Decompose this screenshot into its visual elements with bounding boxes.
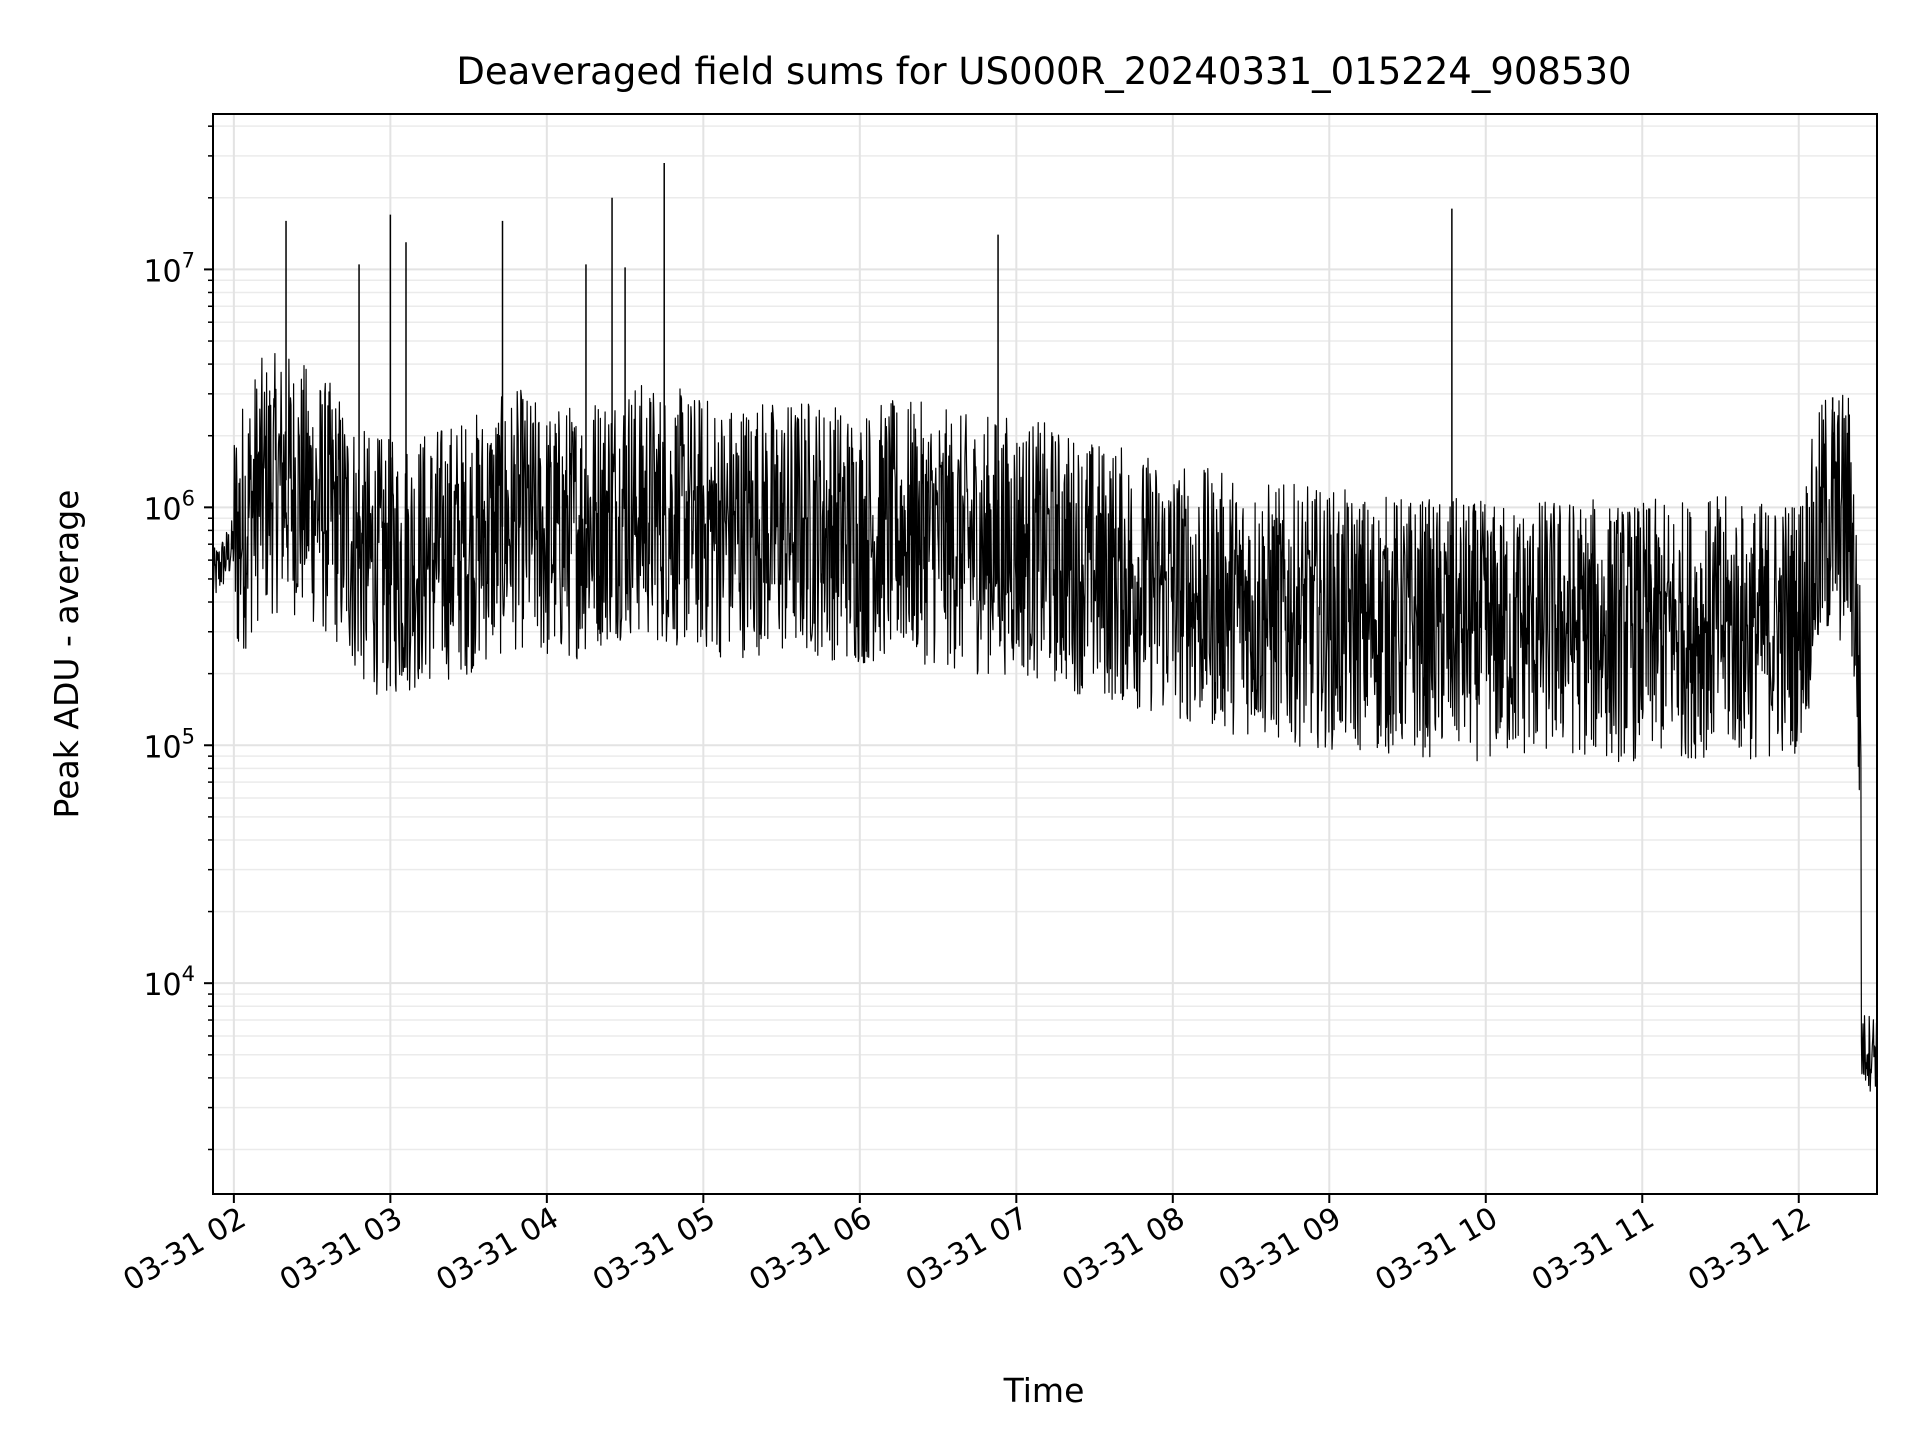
plot-frame bbox=[212, 113, 1878, 1195]
y-tick-base: 10 bbox=[143, 730, 181, 765]
y-tick-label: 105 bbox=[143, 724, 195, 765]
y-tick-exponent: 6 bbox=[182, 486, 195, 510]
y-tick-label: 107 bbox=[143, 248, 195, 289]
y-tick-base: 10 bbox=[143, 492, 181, 527]
series-line bbox=[212, 353, 1878, 1092]
y-tick-base: 10 bbox=[143, 254, 181, 289]
y-tick-exponent: 5 bbox=[182, 724, 195, 748]
y-axis-title: Peak ADU - average bbox=[47, 490, 86, 819]
y-tick-base: 10 bbox=[143, 968, 181, 1003]
chart-title: Deaveraged field sums for US000R_2024033… bbox=[456, 50, 1631, 93]
x-axis-title: Time bbox=[1003, 1371, 1085, 1410]
y-tick-exponent: 7 bbox=[182, 248, 195, 272]
y-tick-exponent: 4 bbox=[182, 962, 195, 986]
y-tick-label: 104 bbox=[143, 962, 195, 1003]
y-tick-label: 106 bbox=[143, 486, 195, 527]
series-group bbox=[212, 163, 1878, 1092]
